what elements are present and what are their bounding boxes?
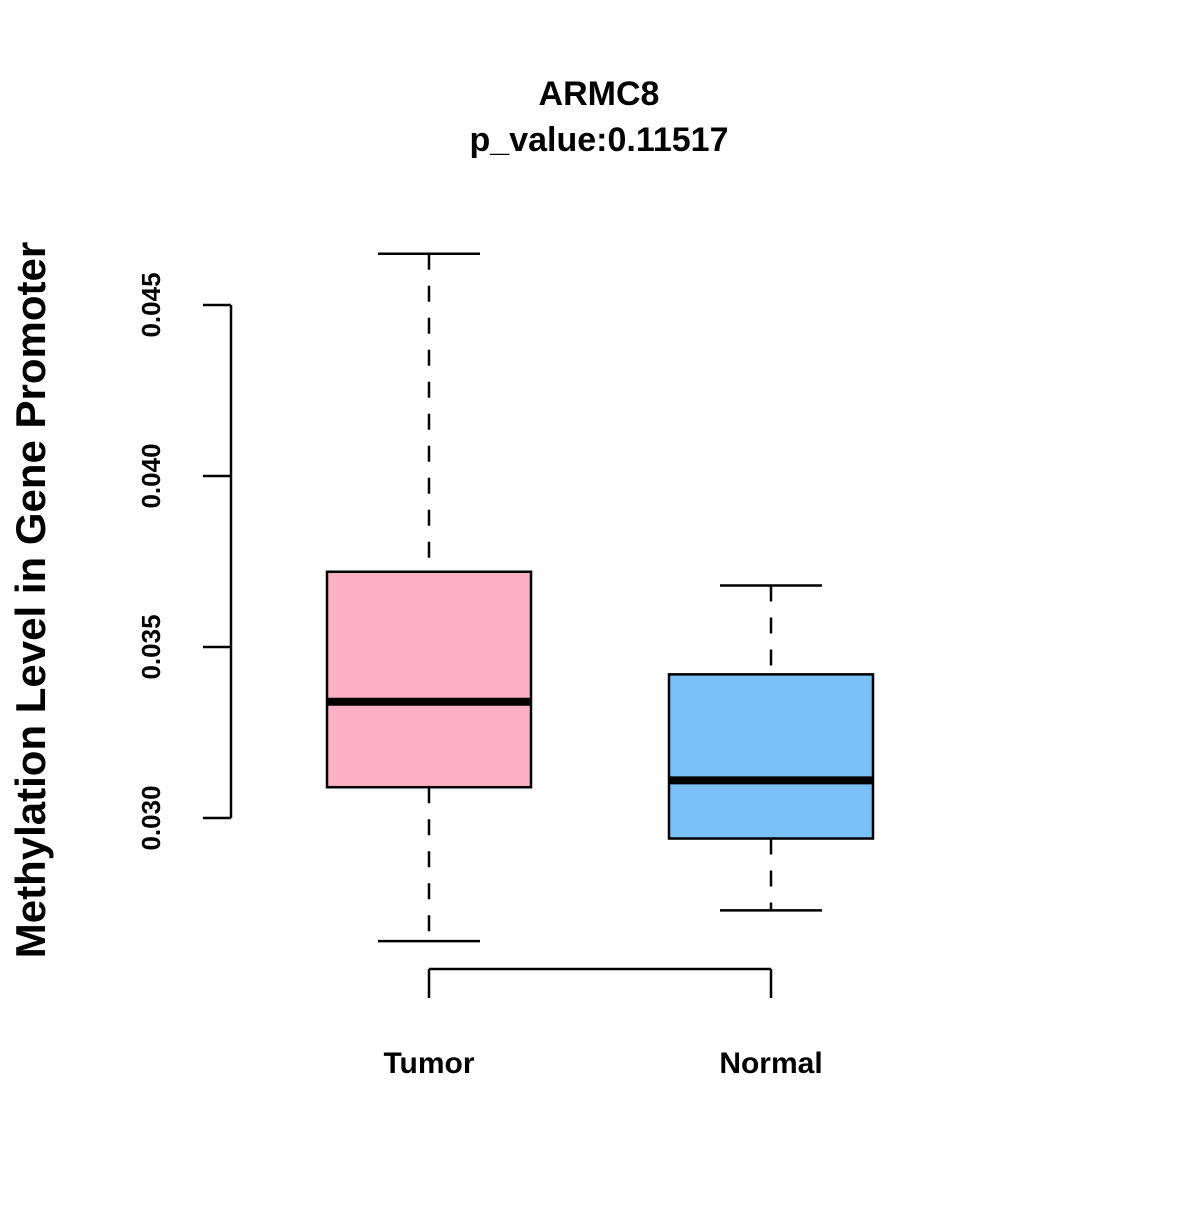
x-axis: Tumor Normal xyxy=(383,967,823,1080)
y-tick-label: 0.040 xyxy=(136,443,166,508)
y-axis: 0.030 0.035 0.040 0.045 xyxy=(136,272,233,851)
box-iqr xyxy=(667,673,875,840)
x-tick-label-tumor: Tumor xyxy=(383,1047,474,1080)
box-iqr xyxy=(325,570,533,789)
chart-title: ARMC8 xyxy=(539,75,660,113)
y-tick-label: 0.045 xyxy=(136,272,166,337)
box-normal xyxy=(667,584,875,912)
boxes-group xyxy=(325,252,875,943)
y-tick-label: 0.035 xyxy=(136,614,166,679)
y-tick-label: 0.030 xyxy=(136,785,166,850)
x-tick-label-normal: Normal xyxy=(719,1047,822,1080)
box-tumor xyxy=(325,252,533,943)
y-axis-label: Methylation Level in Gene Promoter xyxy=(7,242,54,958)
chart-subtitle: p_value:0.11517 xyxy=(470,121,729,159)
